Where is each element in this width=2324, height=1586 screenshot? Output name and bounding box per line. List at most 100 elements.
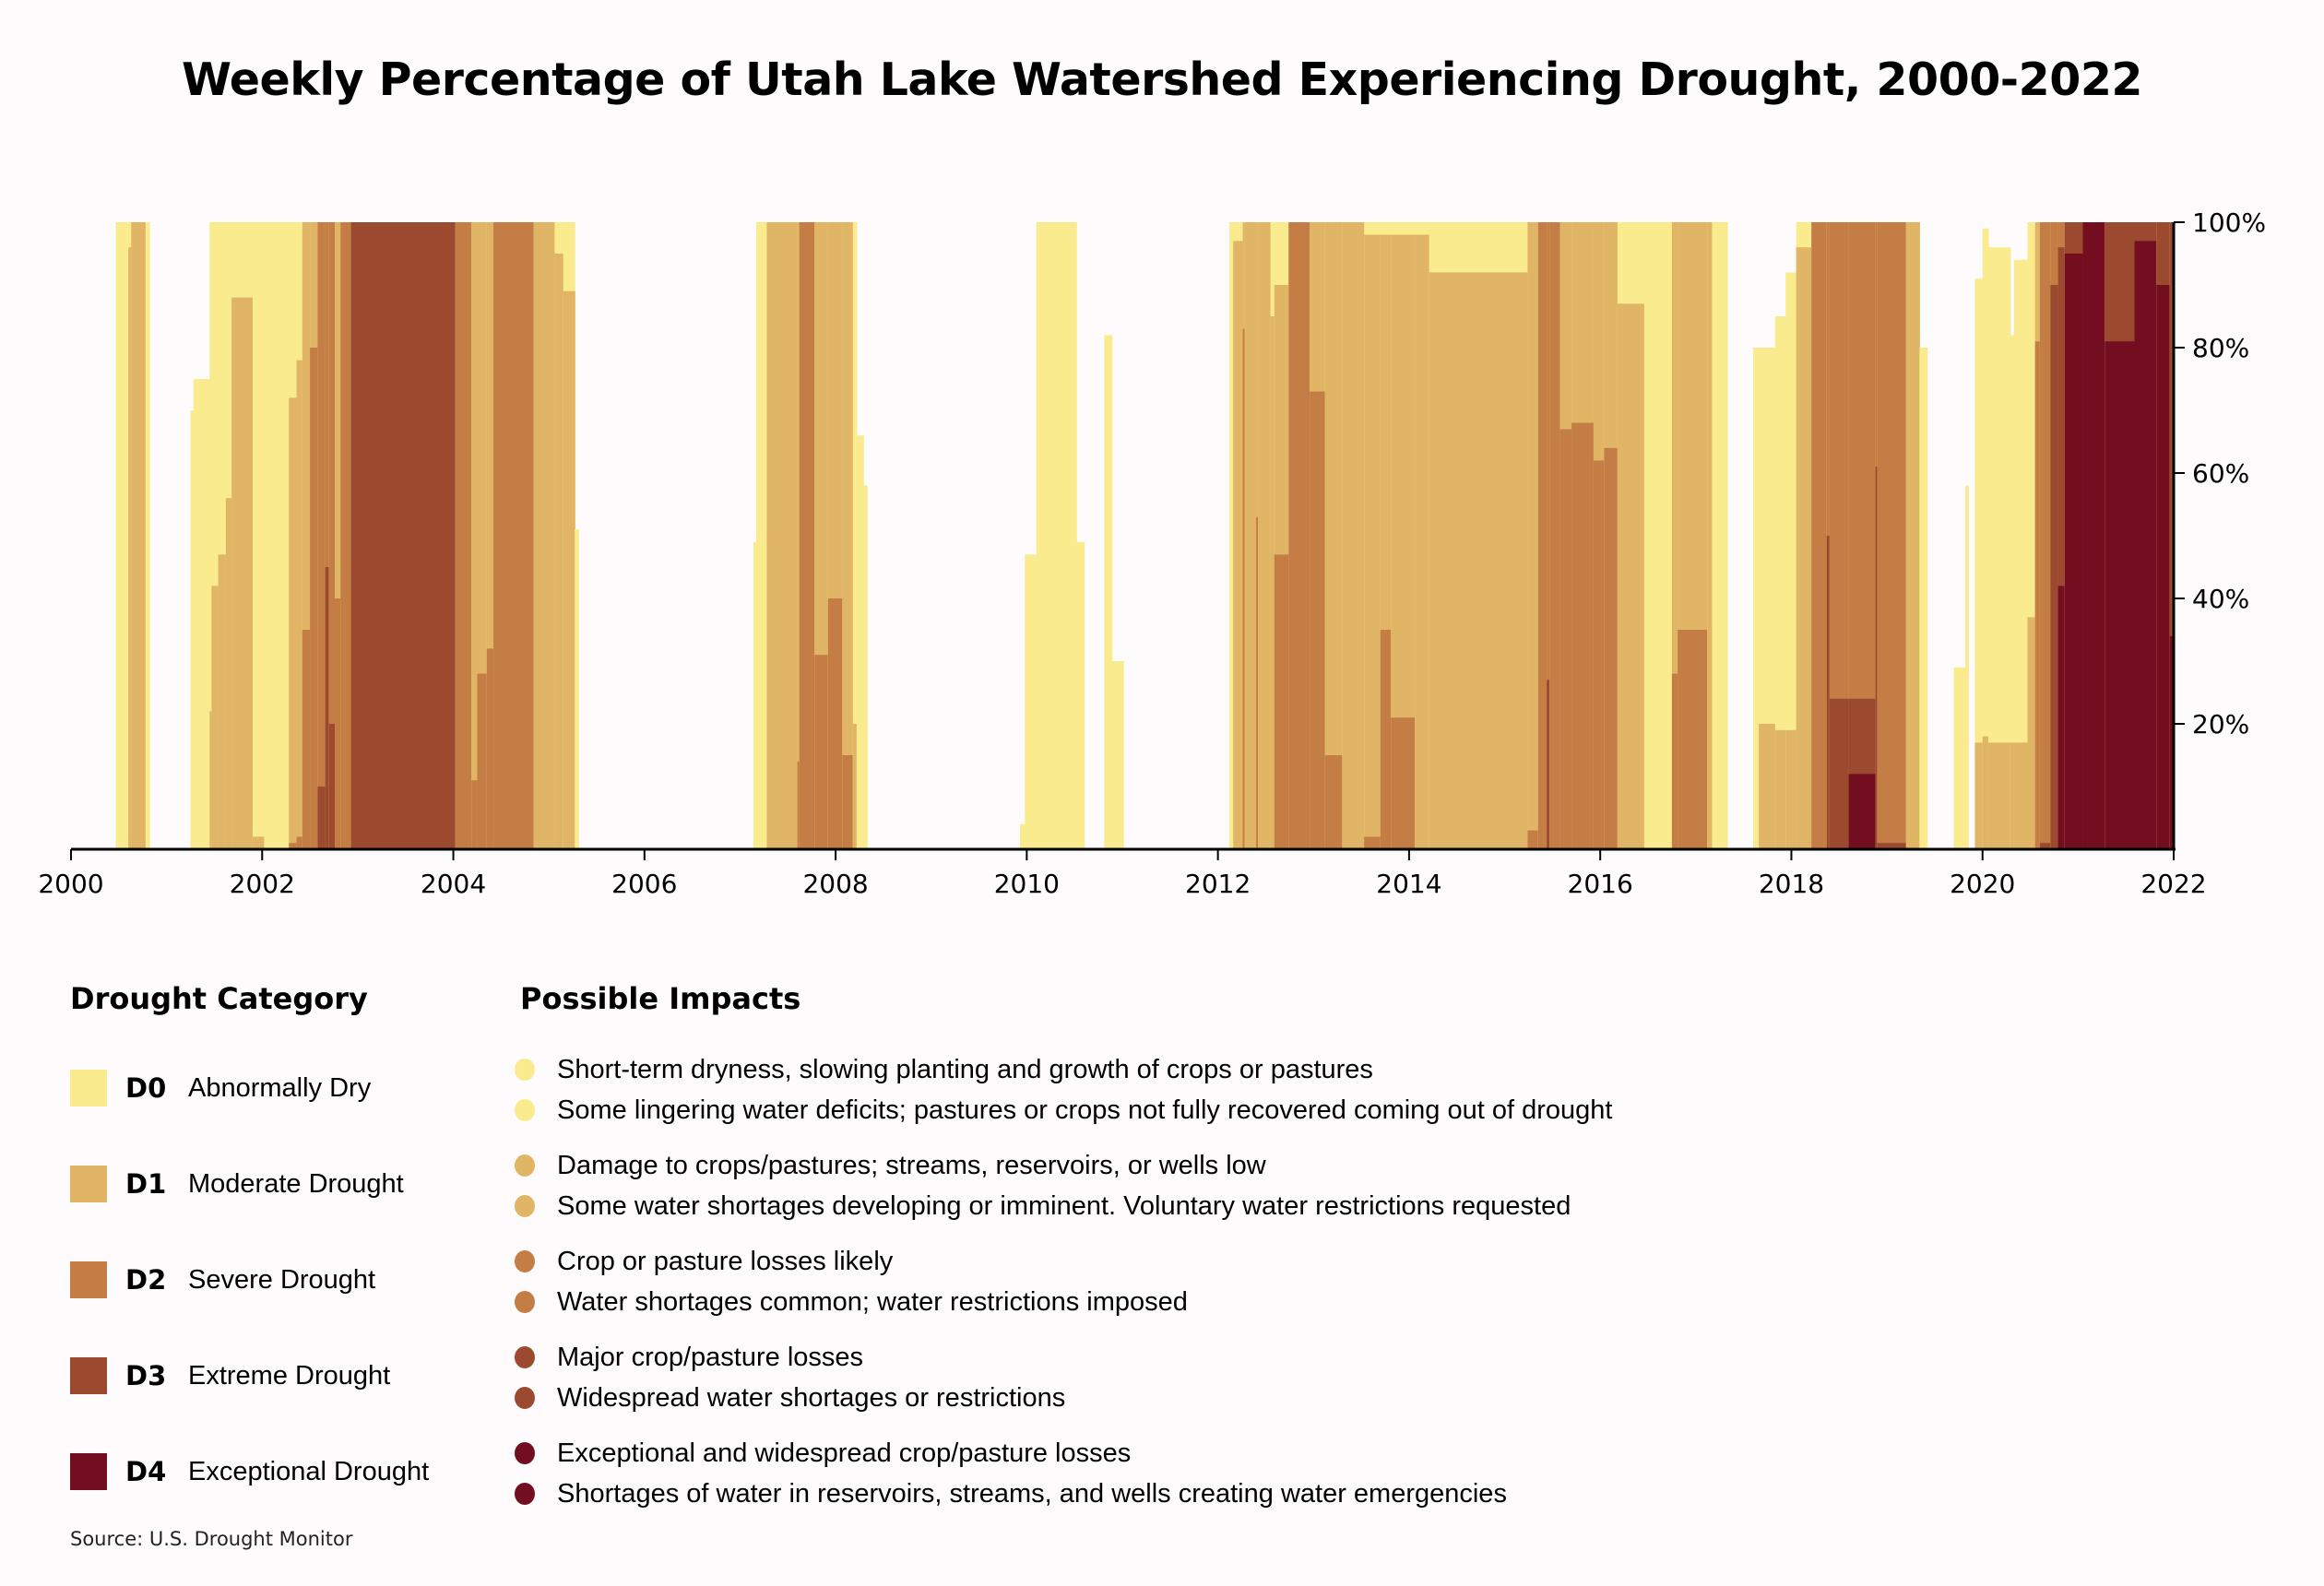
bar-d0 — [1712, 222, 1728, 849]
bar-d2 — [2039, 222, 2051, 849]
bar-d2 — [1324, 755, 1343, 849]
bar-d1 — [252, 836, 265, 849]
bar-d0 — [1076, 541, 1085, 849]
bar-d0 — [1965, 485, 1969, 849]
bar-d1 — [477, 222, 488, 849]
bullet-dot-icon — [515, 1387, 535, 1409]
bar-d3 — [2050, 285, 2059, 849]
bar-d2 — [1537, 222, 1547, 849]
bar-d2 — [1380, 630, 1392, 849]
impact-text: Shortages of water in reservoirs, stream… — [557, 1478, 1507, 1509]
x-tick-label: 2002 — [230, 869, 295, 899]
bar-d1 — [1324, 222, 1343, 849]
impact-text: Major crop/pasture losses — [557, 1342, 864, 1372]
bar-d0 — [1974, 278, 1984, 849]
bar-d0 — [1953, 667, 1966, 849]
bar-d1 — [1974, 742, 1984, 849]
bar-d2 — [1274, 554, 1289, 849]
bar-d4 — [2064, 254, 2084, 849]
bar-d1 — [2010, 742, 2015, 849]
y-axis: 20% 40% 60% 80% 100% — [2172, 207, 2266, 849]
bar-d1 — [554, 254, 564, 849]
bar-d2 — [296, 836, 303, 849]
legend-swatch — [70, 1453, 107, 1490]
bar-d4 — [1848, 774, 1877, 849]
bar-d1 — [1982, 736, 1989, 849]
bar-d0 — [145, 222, 150, 849]
bar-d1 — [852, 724, 858, 849]
impact-item-d0: Some lingering water deficits; pastures … — [515, 1092, 1612, 1129]
impact-item-d2: Water shortages common; water restrictio… — [515, 1284, 1188, 1320]
impact-text: Widespread water shortages or restrictio… — [557, 1382, 1066, 1413]
x-tick-label: 2008 — [802, 869, 868, 899]
bar-d3 — [317, 787, 326, 849]
legend-swatch — [70, 1261, 107, 1298]
bar-d0 — [1104, 335, 1113, 849]
legend-swatch — [70, 1070, 107, 1107]
impact-text: Short-term dryness, slowing planting and… — [557, 1054, 1373, 1084]
x-tick-label: 2020 — [1950, 869, 2015, 899]
bar-d2 — [797, 761, 800, 849]
impact-text: Some lingering water deficits; pastures … — [557, 1095, 1613, 1125]
drought-chart: 2000 2002 2004 2006 2008 2010 2012 2014 2016 2018… — [38, 207, 2266, 899]
bar-d2 — [340, 222, 352, 849]
bar-d0 — [756, 222, 768, 849]
bar-d0 — [115, 222, 129, 849]
bar-d4 — [2156, 285, 2171, 849]
bar-d1 — [2027, 617, 2036, 849]
bar-d1 — [231, 297, 254, 850]
bar-d0 — [1025, 554, 1038, 849]
bullet-dot-icon — [515, 1250, 535, 1272]
bar-d4 — [2105, 341, 2136, 849]
legend-item-d2: D2 Severe Drought — [70, 1261, 375, 1298]
bar-d2 — [1571, 422, 1595, 849]
bar-d1 — [1785, 729, 1797, 849]
bar-d2 — [1364, 836, 1381, 849]
bar-d3 — [2039, 843, 2051, 849]
bar-d1 — [1342, 222, 1365, 849]
bar-d2 — [289, 843, 298, 849]
bullet-dot-icon — [515, 1099, 535, 1121]
bar-d0 — [2027, 222, 2036, 849]
impact-text: Exceptional and widespread crop/pasture … — [557, 1438, 1132, 1468]
bar-d2 — [1256, 516, 1259, 849]
bar-d2 — [471, 780, 479, 849]
bar-d4 — [2169, 635, 2175, 849]
legend-code: D1 — [125, 1168, 167, 1200]
bar-d3 — [325, 567, 330, 849]
bar-d3 — [1875, 467, 1879, 849]
bar-d2 — [1391, 717, 1416, 849]
bar-d1 — [218, 554, 227, 849]
bar-d1 — [2013, 742, 2029, 849]
bar-d3 — [1826, 536, 1831, 849]
y-tick-label: 40% — [2192, 584, 2249, 614]
bar-d2 — [827, 598, 843, 849]
legend-label: Exceptional Drought — [188, 1456, 430, 1486]
impact-item-d0: Short-term dryness, slowing planting and… — [515, 1051, 1373, 1088]
bar-d2 — [814, 655, 829, 849]
impact-text: Damage to crops/pastures; streams, reser… — [557, 1150, 1266, 1180]
impact-text: Some water shortages developing or immin… — [557, 1190, 1571, 1221]
x-tick-label: 2012 — [1185, 869, 1251, 899]
bar-d4 — [2134, 241, 2157, 849]
impact-text: Water shortages common; water restrictio… — [557, 1286, 1188, 1317]
bar-d2 — [335, 598, 341, 849]
bar-d1 — [563, 290, 575, 849]
bar-d2 — [317, 222, 326, 849]
x-axis: 2000 2002 2004 2006 2008 2010 2012 2014 2016 2018… — [38, 847, 2207, 899]
x-tick-label: 2016 — [1568, 869, 1633, 899]
bar-d2 — [1604, 447, 1618, 849]
bar-d1 — [1796, 247, 1812, 849]
bar-d1 — [289, 397, 298, 849]
bar-d2 — [1877, 222, 1907, 849]
x-tick-label: 2014 — [1376, 869, 1441, 899]
bar-d3 — [328, 724, 336, 849]
bar-d2 — [1593, 460, 1605, 849]
bullet-dot-icon — [515, 1195, 535, 1217]
bar-d0 — [2010, 335, 2015, 849]
bar-d2 — [1527, 830, 1539, 849]
bar-d1 — [1270, 316, 1275, 849]
bar-d2 — [1559, 429, 1572, 849]
impact-item-d1: Damage to crops/pastures; streams, reser… — [515, 1147, 1266, 1184]
legend-label: Severe Drought — [188, 1264, 376, 1295]
